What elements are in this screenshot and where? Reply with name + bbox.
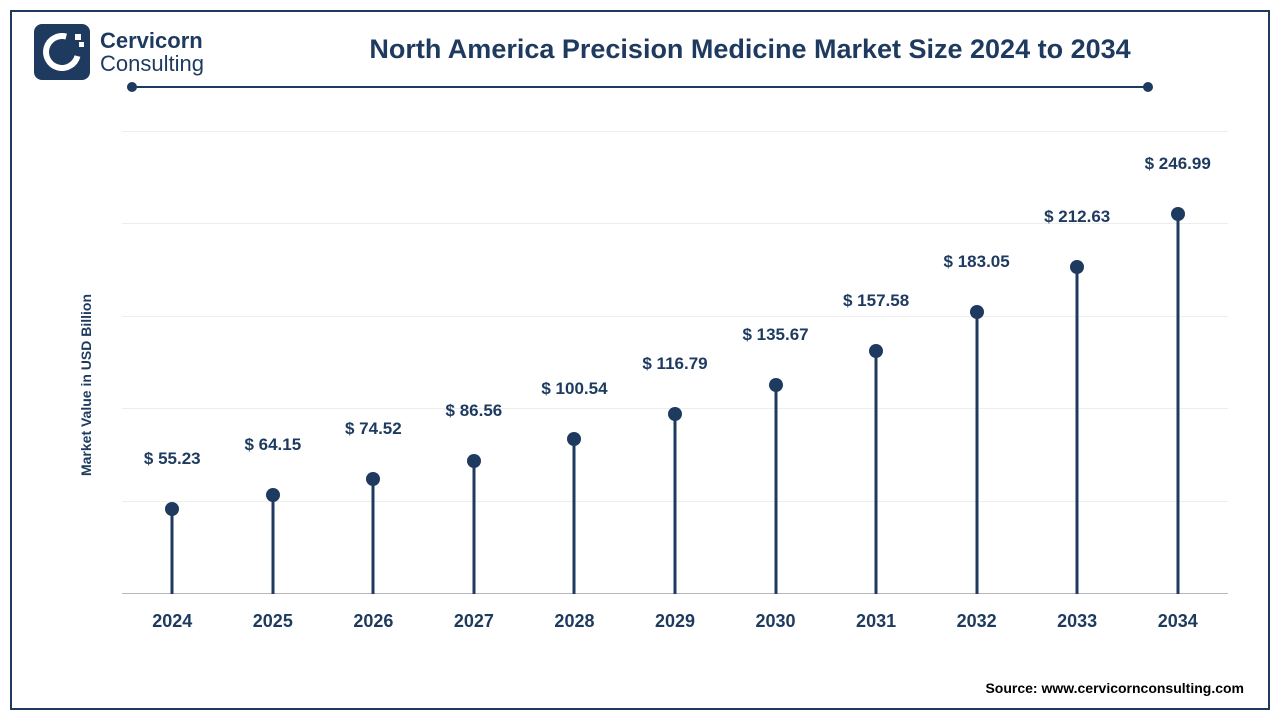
lollipop-dot	[467, 454, 481, 468]
value-label: $ 74.52	[345, 419, 402, 449]
logo-line-2: Consulting	[100, 52, 204, 75]
lollipop-dot	[668, 407, 682, 421]
lollipop-dot	[869, 344, 883, 358]
lollipop-stem	[171, 509, 174, 594]
chart-title: North America Precision Medicine Market …	[292, 34, 1208, 65]
value-label: $ 157.58	[843, 291, 909, 321]
y-axis-label: Market Value in USD Billion	[78, 294, 94, 476]
x-axis-tick-label: 2025	[253, 611, 293, 632]
x-axis-tick-label: 2033	[1057, 611, 1097, 632]
value-label: $ 183.05	[944, 252, 1010, 282]
lollipop-dot	[366, 472, 380, 486]
logo-text: Cervicorn Consulting	[100, 29, 204, 75]
brand-logo: Cervicorn Consulting	[34, 24, 204, 80]
gridline	[122, 131, 1228, 132]
value-label: $ 212.63	[1044, 207, 1110, 237]
x-axis-tick-label: 2027	[454, 611, 494, 632]
lollipop-stem	[372, 479, 375, 594]
gridline	[122, 316, 1228, 317]
lollipop-stem	[875, 351, 878, 594]
lollipop-stem	[674, 414, 677, 594]
value-label: $ 246.99	[1145, 154, 1211, 184]
title-divider	[132, 86, 1148, 88]
chart-frame: Cervicorn Consulting North America Preci…	[10, 10, 1270, 710]
lollipop-dot	[1070, 260, 1084, 274]
lollipop-dot	[567, 432, 581, 446]
source-attribution: Source: www.cervicornconsulting.com	[985, 680, 1244, 696]
x-axis-tick-label: 2026	[353, 611, 393, 632]
lollipop-stem	[774, 385, 777, 594]
value-label: $ 116.79	[642, 354, 707, 384]
lollipop-stem	[1076, 267, 1079, 594]
lollipop-dot	[970, 305, 984, 319]
chart-area: Market Value in USD Billion $ 55.23 $ 64.…	[72, 132, 1238, 638]
lollipop-stem	[975, 312, 978, 594]
value-label: $ 86.56	[446, 401, 503, 431]
x-axis-tick-label: 2031	[856, 611, 896, 632]
lollipop-stem	[573, 439, 576, 594]
logo-mark	[34, 24, 90, 80]
x-axis-tick-label: 2028	[554, 611, 594, 632]
x-axis-tick-label: 2024	[152, 611, 192, 632]
lollipop-dot	[165, 502, 179, 516]
value-label: $ 135.67	[742, 325, 808, 355]
lollipop-stem	[271, 495, 274, 594]
lollipop-stem	[1176, 214, 1179, 594]
lollipop-stem	[472, 461, 475, 594]
x-axis-tick-label: 2030	[756, 611, 796, 632]
logo-line-1: Cervicorn	[100, 29, 204, 52]
x-axis-labels: 2024 2025 2026 2027 2028 2029 2030 2031 2032 2033…	[122, 598, 1228, 638]
plot-region: $ 55.23 $ 64.15 $ 74.52 $ 86.56 $ 100.54 $ 11…	[122, 132, 1228, 594]
x-axis-tick-label: 2029	[655, 611, 695, 632]
value-label: $ 64.15	[244, 435, 301, 465]
lollipop-dot	[1171, 207, 1185, 221]
value-label: $ 55.23	[144, 449, 201, 479]
lollipop-dot	[266, 488, 280, 502]
value-label: $ 100.54	[541, 379, 607, 409]
x-axis-tick-label: 2034	[1158, 611, 1198, 632]
lollipop-dot	[769, 378, 783, 392]
x-axis-tick-label: 2032	[957, 611, 997, 632]
